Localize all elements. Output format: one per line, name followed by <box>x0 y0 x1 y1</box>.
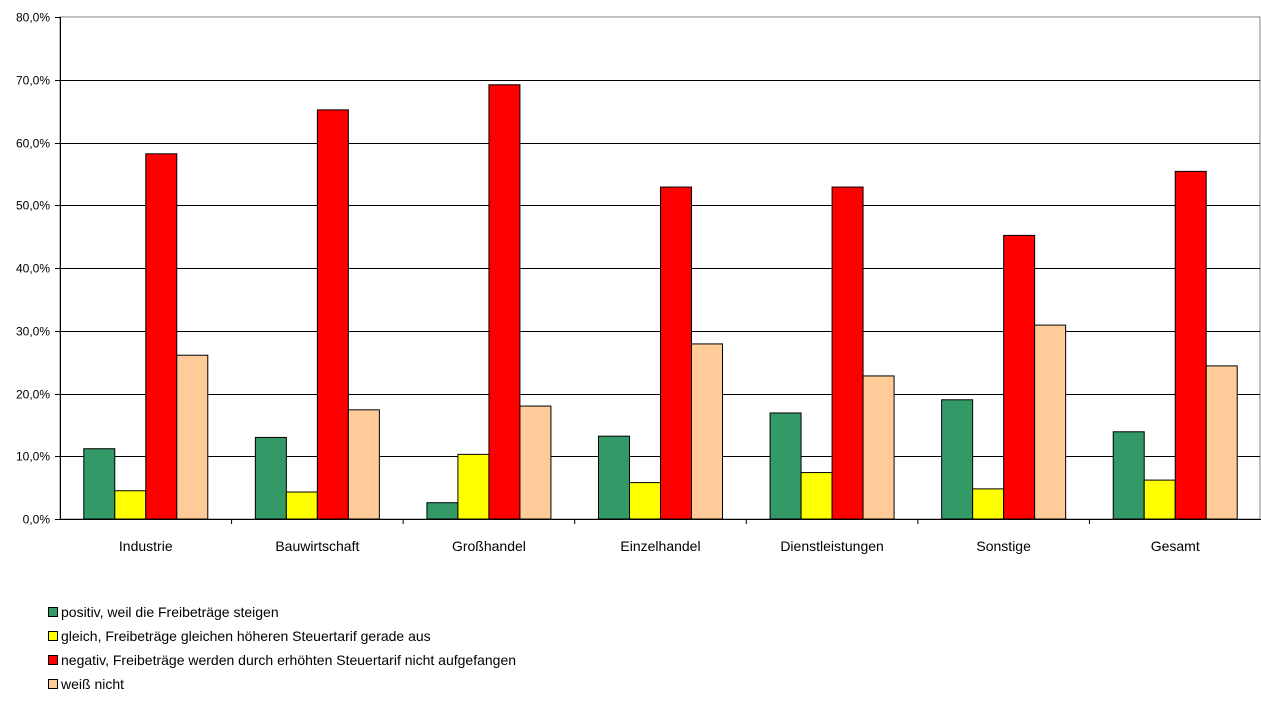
legend-label: negativ, Freibeträge werden durch erhöht… <box>61 652 517 668</box>
bar <box>519 405 552 520</box>
legend-swatch <box>48 655 58 665</box>
legend-item: negativ, Freibeträge werden durch erhöht… <box>48 648 516 672</box>
bar <box>831 186 864 520</box>
x-category-label: Einzelhandel <box>620 538 700 554</box>
legend-swatch <box>48 679 58 689</box>
x-category-label: Bauwirtschaft <box>275 538 359 554</box>
x-axis-category-labels: Industrie Bauwirtschaft Großhandel Einzelha… <box>119 538 1200 554</box>
legend-label: gleich, Freibeträge gleichen höheren Ste… <box>61 628 431 644</box>
y-tick-label: 10,0% <box>16 450 50 464</box>
bar <box>1003 234 1036 520</box>
y-tick-label: 70,0% <box>16 74 50 88</box>
bar <box>83 448 116 520</box>
legend-label: weiß nicht <box>61 676 125 692</box>
bar <box>769 412 802 520</box>
x-category-label: Sonstige <box>976 538 1031 554</box>
bar <box>488 84 521 520</box>
y-axis-tick-labels: 0,0% 10,0% 20,0% 30,0% 40,0% 50,0% 60,0% 70,0% 8… <box>16 11 50 527</box>
x-category-label: Industrie <box>119 538 173 554</box>
bar <box>691 343 723 520</box>
bar <box>457 453 490 520</box>
bar <box>598 435 630 520</box>
bars <box>83 84 1238 520</box>
bar <box>316 109 349 520</box>
bar-chart: 0,0% 10,0% 20,0% 30,0% 40,0% 50,0% 60,0% 70,0% 8… <box>16 11 1261 554</box>
bar <box>862 375 895 520</box>
legend: positiv, weil die Freibeträge steigen gle… <box>48 600 516 696</box>
bar <box>176 354 209 520</box>
bar <box>426 502 459 520</box>
legend-item: weiß nicht <box>48 672 516 696</box>
x-category-label: Gesamt <box>1151 538 1200 554</box>
bar <box>629 482 661 520</box>
y-tick-label: 30,0% <box>16 325 50 339</box>
bar <box>1034 324 1067 520</box>
bar <box>941 399 974 520</box>
bar <box>145 153 178 520</box>
y-tick-label: 40,0% <box>16 262 50 276</box>
bar <box>1112 431 1145 520</box>
bar <box>1143 479 1176 520</box>
x-category-label: Dienstleistungen <box>780 538 884 554</box>
legend-swatch <box>48 631 58 641</box>
bar <box>1174 170 1207 520</box>
bar <box>285 491 318 520</box>
y-tick-label: 20,0% <box>16 388 50 402</box>
bar <box>800 472 833 520</box>
legend-swatch <box>48 607 58 617</box>
axes <box>55 17 1261 524</box>
x-category-label: Großhandel <box>452 538 526 554</box>
bar <box>660 186 692 520</box>
y-tick-label: 80,0% <box>16 11 50 25</box>
y-tick-label: 0,0% <box>23 513 51 527</box>
bar <box>1205 365 1238 520</box>
legend-item: positiv, weil die Freibeträge steigen <box>48 600 516 624</box>
legend-item: gleich, Freibeträge gleichen höheren Ste… <box>48 624 516 648</box>
legend-label: positiv, weil die Freibeträge steigen <box>61 604 279 620</box>
bar <box>347 409 380 520</box>
bar <box>972 488 1005 520</box>
bar <box>254 436 287 520</box>
bar <box>114 490 147 520</box>
y-tick-label: 60,0% <box>16 137 50 151</box>
y-tick-label: 50,0% <box>16 199 50 213</box>
